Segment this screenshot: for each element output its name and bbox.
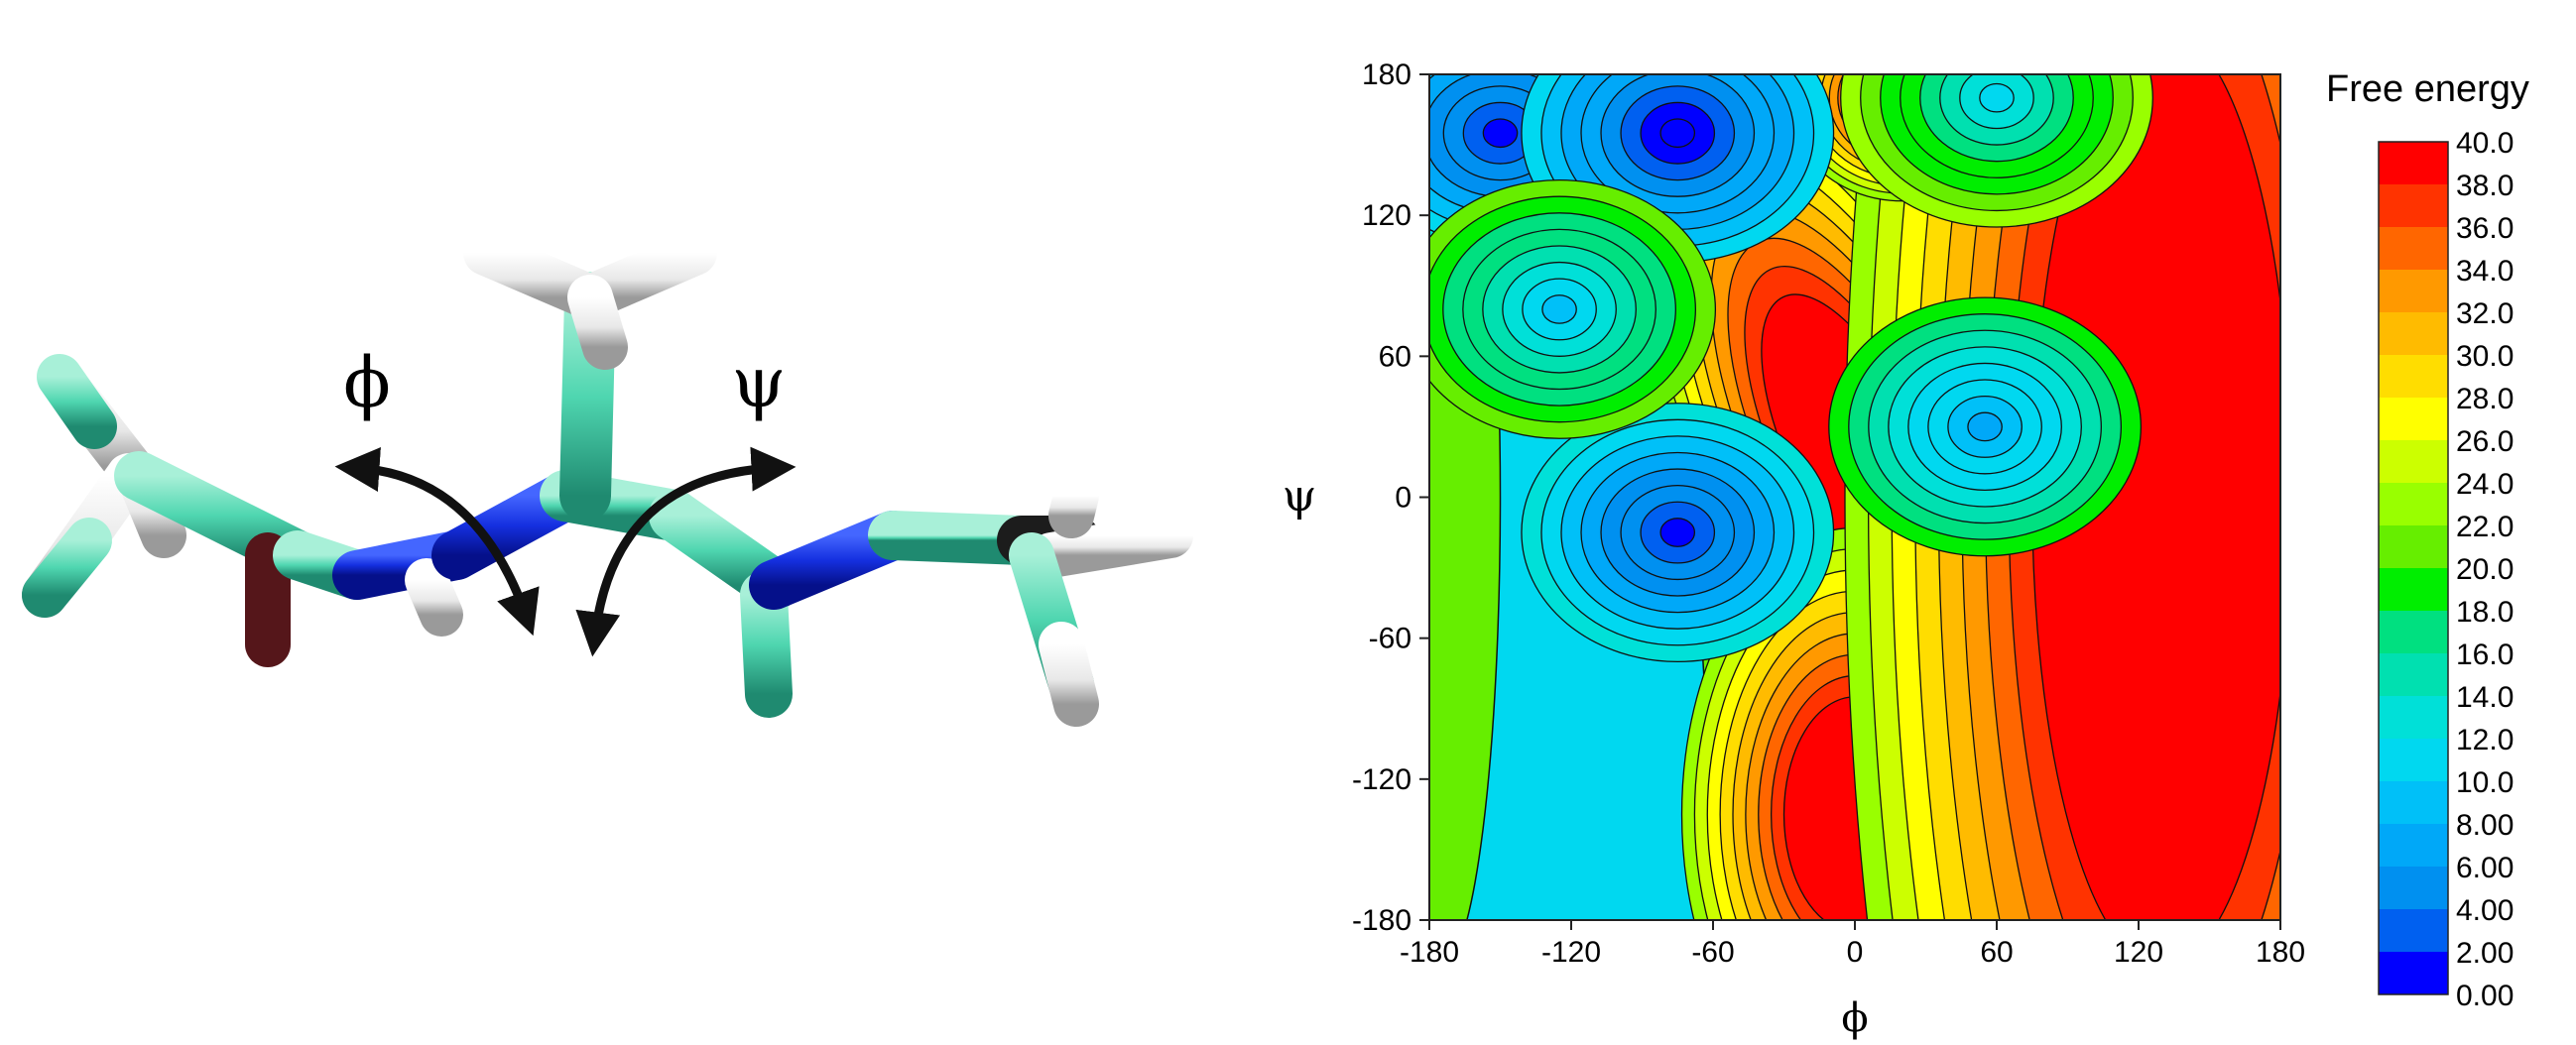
y-tick-label: -120 (1352, 763, 1411, 796)
y-tick-label: 0 (1395, 482, 1411, 515)
colorbar-swatch (2379, 653, 2448, 697)
y-tick-label: -60 (1369, 623, 1411, 655)
contour-level (1659, 518, 1696, 547)
colorbar-level-label: 30.0 (2456, 340, 2514, 373)
colorbar-swatch (2379, 696, 2448, 740)
colorbar-swatch (2379, 909, 2448, 953)
phi-rotation-arrow (334, 447, 540, 637)
colorbar-level-label: 32.0 (2456, 297, 2514, 330)
contour-level (1541, 294, 1577, 324)
colorbar-swatch (2379, 142, 2448, 185)
x-tick-label: 0 (1847, 936, 1864, 969)
colorbar-swatch (2379, 440, 2448, 484)
colorbar-level-label: 18.0 (2456, 596, 2514, 629)
x-tick-label: 60 (1980, 936, 2013, 969)
colorbar-level-label: 8.00 (2456, 809, 2514, 842)
colorbar-level-label: 6.00 (2456, 852, 2514, 884)
x-tick-label: 180 (2256, 936, 2305, 969)
contour-level (1482, 118, 1519, 149)
colorbar-level-label: 28.0 (2456, 383, 2514, 415)
psi-label: ψ (732, 342, 787, 423)
colorbar-level-label: 10.0 (2456, 766, 2514, 799)
colorbar-swatch (2379, 611, 2448, 654)
y-tick-label: 120 (1362, 199, 1411, 232)
psi-rotation-arrow (575, 446, 797, 657)
y-tick-label: 60 (1379, 340, 1411, 373)
phi-label: ϕ (343, 342, 391, 423)
colorbar-level-label: 2.00 (2456, 937, 2514, 970)
plot-area (1428, 73, 2281, 921)
x-tick-label: -60 (1691, 936, 1734, 969)
y-axis: 180 120 60 0 -60 -120 -180 (1352, 58, 1429, 937)
colorbar-level-label: 12.0 (2456, 724, 2514, 756)
colorbar-level-label: 36.0 (2456, 212, 2514, 245)
molecule-bonds (22, 230, 1193, 758)
colorbar-title: Free energy (2326, 68, 2529, 110)
contour-level (1979, 82, 2015, 113)
colorbar-frame (2378, 141, 2449, 995)
y-tick-label: -180 (1352, 904, 1411, 937)
colorbar-swatch (2379, 227, 2448, 271)
colorbar-swatch (2379, 568, 2448, 612)
colorbar-level-label: 34.0 (2456, 255, 2514, 288)
contour-fills (1429, 74, 2280, 920)
molecule-panel: ϕ ψ (22, 230, 1193, 758)
colorbar-level-label: 20.0 (2456, 553, 2514, 586)
colorbar-swatch (2379, 398, 2448, 441)
colorbar-swatch (2379, 312, 2448, 356)
colorbar-swatch (2379, 867, 2448, 910)
y-axis-label: ψ (1283, 471, 1317, 522)
colorbar-swatch (2379, 824, 2448, 868)
colorbar-level-label: 22.0 (2456, 511, 2514, 543)
colorbar-level-label: 24.0 (2456, 468, 2514, 501)
colorbar: 40.0 38.0 36.0 34.0 32.0 30.0 28.0 26.0 24.0 22.0… (2378, 127, 2514, 1012)
x-tick-label: -180 (1400, 936, 1459, 969)
y-tick-label: 180 (1362, 58, 1411, 91)
x-tick-label: 120 (2114, 936, 2163, 969)
x-tick-label: -120 (1541, 936, 1601, 969)
contour-level (1967, 411, 2003, 442)
contour-chart: -180 -120 -60 0 60 120 180 180120600-60-120-18… (1283, 58, 2529, 1041)
colorbar-swatch (2379, 781, 2448, 825)
colorbar-level-label: 0.00 (2456, 980, 2514, 1012)
contour-level (1659, 118, 1696, 149)
colorbar-level-label: 38.0 (2456, 170, 2514, 202)
colorbar-level-label: 16.0 (2456, 639, 2514, 671)
colorbar-swatch (2379, 483, 2448, 526)
colorbar-swatch (2379, 739, 2448, 782)
x-axis: -180 -120 -60 0 60 120 180 (1400, 920, 2305, 969)
colorbar-swatch (2379, 952, 2448, 995)
colorbar-level-label: 26.0 (2456, 425, 2514, 458)
colorbar-swatch (2379, 184, 2448, 228)
colorbar-level-label: 14.0 (2456, 681, 2514, 714)
x-axis-label: ϕ (1841, 995, 1868, 1041)
colorbar-level-label: 40.0 (2456, 127, 2514, 160)
colorbar-level-label: 4.00 (2456, 894, 2514, 927)
colorbar-swatch (2379, 355, 2448, 399)
colorbar-swatch (2379, 270, 2448, 313)
colorbar-swatch (2379, 525, 2448, 569)
